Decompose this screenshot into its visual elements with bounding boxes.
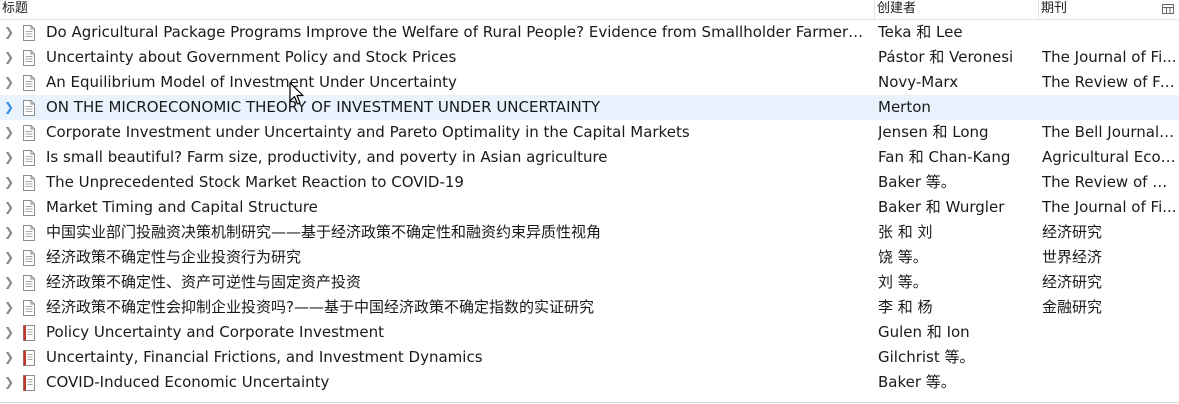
row-publication xyxy=(1042,320,1177,345)
column-picker-icon[interactable] xyxy=(1161,2,1175,16)
row-title: 经济政策不确定性与企业投资行为研究 xyxy=(46,248,302,266)
row-title: Uncertainty, Financial Frictions, and In… xyxy=(46,348,483,366)
row-publication: The Journal of Fi... xyxy=(1042,198,1177,216)
table-row[interactable]: ❯ 经济政策不确定性与企业投资行为研究 饶 等。 世界经济 xyxy=(0,245,1179,270)
row-title: Corporate Investment under Uncertainty a… xyxy=(46,123,690,141)
document-icon xyxy=(20,95,40,120)
table-row[interactable]: ❯ Corporate Investment under Uncertainty … xyxy=(0,120,1179,145)
table-row[interactable]: ❯ 经济政策不确定性会抑制企业投资吗?——基于中国经济政策不确定指数的实证研究 李 … xyxy=(0,295,1179,320)
row-creator: Merton xyxy=(878,98,931,116)
expand-chevron-icon[interactable]: ❯ xyxy=(3,175,15,189)
book-icon xyxy=(20,345,40,370)
expand-chevron-icon[interactable]: ❯ xyxy=(3,300,15,314)
expand-chevron-icon[interactable]: ❯ xyxy=(3,375,15,389)
row-creator: Gulen 和 Ion xyxy=(878,323,970,341)
row-creator: Fan 和 Chan-Kang xyxy=(878,148,1011,166)
row-title: Policy Uncertainty and Corporate Investm… xyxy=(46,323,385,341)
row-title: Uncertainty about Government Policy and … xyxy=(46,48,457,66)
table-row[interactable]: ❯ Policy Uncertainty and Corporate Invest… xyxy=(0,320,1179,345)
document-icon xyxy=(20,195,40,220)
row-publication: The Review of As... xyxy=(1042,173,1177,191)
column-header-creator[interactable]: 创建者 xyxy=(874,0,1037,19)
row-creator: Pástor 和 Veronesi xyxy=(878,48,1014,66)
book-icon xyxy=(20,370,40,395)
row-publication: The Review of Fi... xyxy=(1042,73,1177,91)
row-creator: 刘 等。 xyxy=(878,273,928,291)
row-publication: The Journal of Fi... xyxy=(1042,48,1177,66)
expand-chevron-icon[interactable]: ❯ xyxy=(3,25,15,39)
document-icon xyxy=(20,170,40,195)
expand-chevron-icon[interactable]: ❯ xyxy=(3,350,15,364)
table-row[interactable]: ❯ 中国实业部门投融资决策机制研究——基于经济政策不确定性和融资约束异质性视角 张 … xyxy=(0,220,1179,245)
row-title: 经济政策不确定性、资产可逆性与固定资产投资 xyxy=(46,273,362,291)
expand-chevron-icon[interactable]: ❯ xyxy=(3,50,15,64)
row-creator: 李 和 杨 xyxy=(878,298,933,316)
row-publication: 世界经济 xyxy=(1042,248,1103,266)
document-icon xyxy=(20,45,40,70)
document-icon xyxy=(20,245,40,270)
expand-chevron-icon[interactable]: ❯ xyxy=(3,75,15,89)
row-publication: 金融研究 xyxy=(1042,298,1103,316)
table-bottom-border xyxy=(0,402,1179,403)
document-icon xyxy=(20,295,40,320)
row-creator: Gilchrist 等。 xyxy=(878,348,975,366)
row-creator: 张 和 刘 xyxy=(878,223,933,241)
table-row[interactable]: ❯ COVID-Induced Economic Uncertainty Baker… xyxy=(0,370,1179,395)
table-row[interactable]: ❯ Uncertainty about Government Policy and… xyxy=(0,45,1179,70)
row-publication: 经济研究 xyxy=(1042,273,1103,291)
document-icon xyxy=(20,120,40,145)
document-icon xyxy=(20,220,40,245)
row-publication xyxy=(1042,20,1177,45)
row-creator: Baker 等。 xyxy=(878,173,956,191)
row-title: ON THE MICROECONOMIC THEORY OF INVESTMEN… xyxy=(46,98,601,116)
row-title: 经济政策不确定性会抑制企业投资吗?——基于中国经济政策不确定指数的实证研究 xyxy=(46,298,594,316)
row-publication xyxy=(1042,370,1177,395)
row-publication xyxy=(1042,95,1177,120)
row-creator: Novy-Marx xyxy=(878,73,959,91)
document-icon xyxy=(20,20,40,45)
row-title: COVID-Induced Economic Uncertainty xyxy=(46,373,330,391)
document-icon xyxy=(20,70,40,95)
table-row[interactable]: ❯ Market Timing and Capital Structure Bake… xyxy=(0,195,1179,220)
document-icon xyxy=(20,270,40,295)
expand-chevron-icon[interactable]: ❯ xyxy=(3,200,15,214)
table-row[interactable]: ❯ Is small beautiful? Farm size, producti… xyxy=(0,145,1179,170)
table-row[interactable]: ❯ An Equilibrium Model of Investment Unde… xyxy=(0,70,1179,95)
expand-chevron-icon[interactable]: ❯ xyxy=(3,225,15,239)
table-row[interactable]: ❯ The Unprecedented Stock Market Reaction… xyxy=(0,170,1179,195)
row-title: The Unprecedented Stock Market Reaction … xyxy=(46,173,464,191)
row-title: Do Agricultural Package Programs Improve… xyxy=(46,23,870,41)
row-title: Is small beautiful? Farm size, productiv… xyxy=(46,148,608,166)
expand-chevron-icon[interactable]: ❯ xyxy=(3,100,15,114)
expand-chevron-icon[interactable]: ❯ xyxy=(3,250,15,264)
column-header-publication[interactable]: 期刊 xyxy=(1038,0,1159,19)
mouse-cursor-icon xyxy=(289,82,305,110)
row-publication: Agricultural Econ... xyxy=(1042,148,1177,166)
column-header-title[interactable]: 标题 xyxy=(2,1,29,16)
table-row[interactable]: ❯ Uncertainty, Financial Frictions, and I… xyxy=(0,345,1179,370)
table-row[interactable]: ❯ Do Agricultural Package Programs Improv… xyxy=(0,20,1179,45)
row-publication: 经济研究 xyxy=(1042,223,1103,241)
book-icon xyxy=(20,320,40,345)
row-title: An Equilibrium Model of Investment Under… xyxy=(46,73,457,91)
document-icon xyxy=(20,145,40,170)
table-row[interactable]: ❯ 经济政策不确定性、资产可逆性与固定资产投资 刘 等。 经济研究 xyxy=(0,270,1179,295)
expand-chevron-icon[interactable]: ❯ xyxy=(3,125,15,139)
row-title: Market Timing and Capital Structure xyxy=(46,198,318,216)
row-title: 中国实业部门投融资决策机制研究——基于经济政策不确定性和融资约束异质性视角 xyxy=(46,223,602,241)
row-creator: Jensen 和 Long xyxy=(878,123,989,141)
row-publication: The Bell Journal ... xyxy=(1042,123,1177,141)
row-creator: 饶 等。 xyxy=(878,248,928,266)
table-header: 标题 创建者 期刊 xyxy=(0,0,1179,20)
expand-chevron-icon[interactable]: ❯ xyxy=(3,150,15,164)
expand-chevron-icon[interactable]: ❯ xyxy=(3,325,15,339)
row-creator: Baker 和 Wurgler xyxy=(878,198,1005,216)
row-publication xyxy=(1042,345,1177,370)
table-row[interactable]: ❯ ON THE MICROECONOMIC THEORY OF INVESTME… xyxy=(0,95,1179,120)
row-creator: Baker 等。 xyxy=(878,373,956,391)
row-creator: Teka 和 Lee xyxy=(878,23,963,41)
expand-chevron-icon[interactable]: ❯ xyxy=(3,275,15,289)
